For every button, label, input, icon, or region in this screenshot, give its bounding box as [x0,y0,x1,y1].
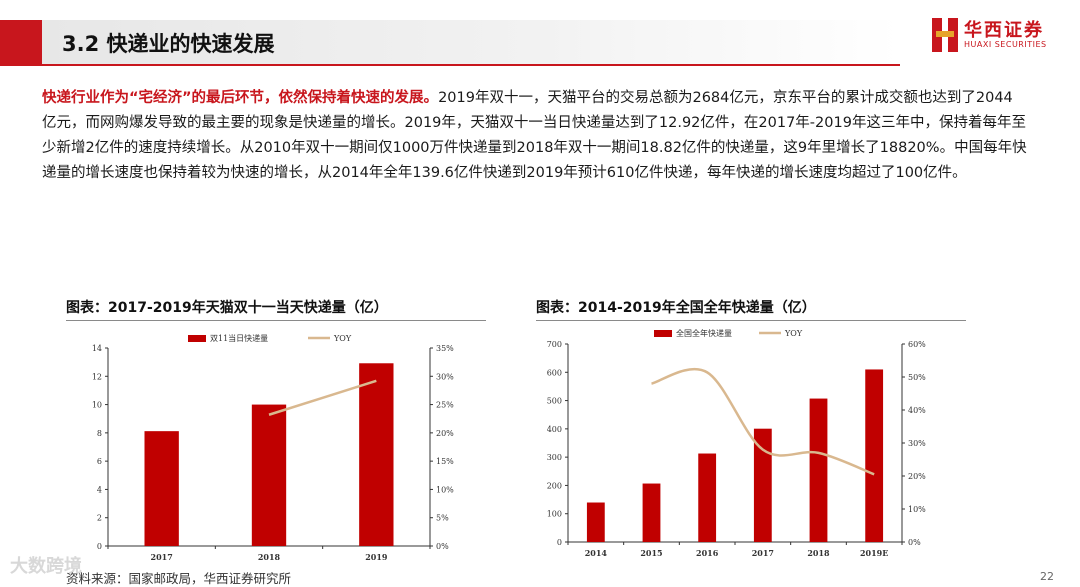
page-number: 22 [1040,570,1054,583]
header-rule [0,64,900,66]
chart2-bar [753,428,772,542]
chart2-rule [536,320,966,321]
body-paragraph: 快递行业作为“宅经济”的最后环节，依然保持着快速的发展。2019年双十一，天猫平… [42,86,1027,186]
chart2-bar [865,369,884,542]
chart2-bar [809,398,828,542]
source-note: 资料来源：国家邮政局，华西证券研究所 [66,571,292,586]
chart1-bar [359,363,394,546]
chart2-x-tick-label: 2019E [860,548,888,558]
logo-text-en: HUAXI SECURITIES [964,40,1047,49]
chart1-rule [66,320,486,321]
chart1-y-tick-label-right: 10% [436,485,454,494]
chart1-y-tick-label-left: 12 [92,372,102,381]
header-band [0,20,900,64]
chart2-x-tick-label: 2015 [640,548,662,558]
chart2-bar [698,453,717,542]
chart1-y-tick-label-left: 8 [97,429,102,438]
chart1-svg: 0 2 4 6 8 10 12 14 0% 5% 10% 15% 20% 25% 30% 35% 2017 201… [92,333,454,562]
chart2-legend-label-line: YOY [784,329,803,338]
logo-mark-icon [932,18,958,52]
company-logo: 华西证券 HUAXI SECURITIES [930,16,1070,56]
chart2-legend-label-bar: 全国全年快递量 [676,328,732,338]
chart2-y-tick-label-left: 100 [547,510,562,519]
chart1-legend-label-bar: 双11当日快递量 [210,333,268,343]
chart1-title: 图表：2017-2019年天猫双十一当天快递量（亿） [66,300,388,316]
chart2-y-tick-label-left: 500 [547,397,562,406]
chart2-y-tick-label-left: 200 [547,481,562,490]
body-highlight: 快递行业作为“宅经济”的最后环节，依然保持着快速的发展。 [42,90,439,106]
chart1-y-tick-label-left: 2 [97,514,102,523]
chart1-bar [144,431,179,546]
chart2-y-tick-label-right: 50% [908,373,926,382]
chart2-y-tick-label-right: 60% [908,340,926,349]
watermark-text: 大数跨境 [10,556,82,577]
chart2-bar [586,502,605,542]
chart2-legend-swatch-bar [654,330,672,337]
chart1-bar [251,404,287,546]
page-title: 3.2 快递业的快速发展 [62,32,275,56]
chart1-y-tick-label-left: 10 [92,401,102,410]
chart1-x-tick-label: 2018 [258,552,281,562]
chart1-legend-label-line: YOY [333,334,352,343]
chart2-y-tick-label-left: 700 [547,340,562,349]
chart1-y-tick-label-right: 35% [436,344,454,353]
chart2-y-tick-label-left: 0 [557,538,562,547]
chart1-y-tick-label-right: 30% [436,372,454,381]
header-accent [0,20,42,64]
chart1-y-tick-label-right: 25% [436,401,454,410]
chart2-y-tick-label-left: 300 [547,453,562,462]
chart1-y-tick-label-left: 14 [92,344,102,353]
chart2-x-tick-label: 2014 [585,548,608,558]
chart1-y-tick-label-right: 5% [436,514,449,523]
chart1-y-tick-label-left: 6 [97,457,102,466]
chart1-y-tick-label-right: 15% [436,457,454,466]
chart2-y-tick-label-right: 10% [908,505,926,514]
chart1-line-yoy [268,379,377,416]
logo-text-cn: 华西证券 [964,20,1044,41]
chart1-legend-swatch-bar [188,335,206,342]
chart2-y-tick-label-left: 400 [547,425,562,434]
chart2-y-tick-label-left: 600 [547,368,562,377]
chart2-x-tick-label: 2017 [752,548,774,558]
chart1-x-tick-label: 2019 [365,552,388,562]
chart2-y-tick-label-right: 30% [908,439,926,448]
chart2-y-tick-label-right: 20% [908,472,926,481]
chart1-y-tick-label-left: 4 [97,485,102,494]
chart2-line-yoy [651,367,875,476]
chart2-svg: 0 100 200 300 400 500 600 700 0% 10% 20% 30% 40% 50% 6… [547,328,926,558]
chart2-title: 图表：2014-2019年全国全年快递量（亿） [536,300,816,316]
chart2-x-tick-label: 2016 [696,548,719,558]
chart2-bar [642,483,661,542]
chart1-y-tick-label-right: 0% [436,542,449,551]
chart2-y-tick-label-right: 40% [908,406,926,415]
chart2-x-tick-label: 2018 [807,548,830,558]
chart1-y-tick-label-left: 0 [97,542,102,551]
body-text: 2019年双十一，天猫平台的交易总额为2684亿元，京东平台的累计成交额也达到了… [42,90,1027,181]
chart1-y-tick-label-right: 20% [436,429,454,438]
chart1-x-tick-label: 2017 [151,552,173,562]
chart2-y-tick-label-right: 0% [908,538,921,547]
